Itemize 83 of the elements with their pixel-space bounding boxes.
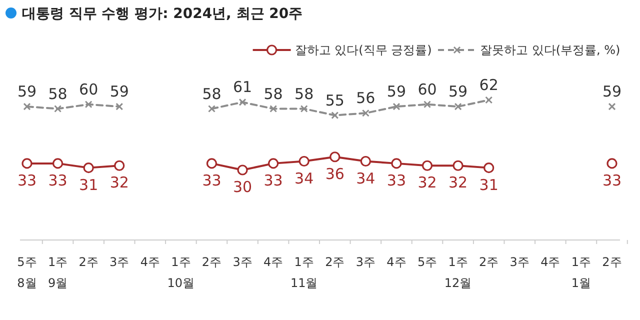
x-tick-label: 4주: [263, 255, 284, 269]
data-label: 62: [479, 76, 498, 94]
x-tick-label: 2주: [325, 255, 345, 269]
point: [391, 158, 402, 169]
point: [300, 105, 308, 112]
data-label: 59: [110, 82, 129, 101]
point: [208, 105, 216, 112]
x-tick-label: 4주: [540, 255, 560, 269]
point: [362, 109, 370, 117]
data-label: 33: [17, 171, 37, 190]
x-tick-label: 4주: [140, 255, 160, 269]
data-label: 30: [232, 178, 252, 196]
x-tick-label: 1주 10월: [167, 255, 195, 290]
point: [422, 160, 433, 171]
data-label: 34: [294, 169, 314, 188]
data-label: 59: [448, 82, 468, 101]
point: [268, 158, 279, 169]
chart-title: 대통령 직무 수행 평가: 2024년, 최근 20주: [22, 6, 303, 22]
x-tick-label: 5주 8월: [17, 255, 37, 290]
point: [392, 102, 400, 110]
point: [83, 162, 94, 174]
data-label: 33: [264, 171, 283, 190]
x-tick-label: 3주: [232, 255, 252, 269]
x-tick-label: 2주: [479, 255, 499, 269]
point: [608, 102, 616, 110]
data-label: 33: [602, 171, 622, 190]
x-tick-label: 1주 9월: [48, 255, 68, 290]
legend-label: 잘하고 있다(직무 긍정률): [294, 43, 432, 57]
x-tick-label: 4주: [386, 255, 406, 269]
data-label: 34: [356, 169, 376, 188]
point: [22, 158, 32, 169]
data-label: 56: [356, 89, 376, 108]
data-label: 58: [294, 84, 314, 103]
point: [454, 102, 462, 110]
data-label: 32: [448, 174, 468, 192]
data-label: 58: [202, 84, 222, 103]
x-tick-label: 3주: [356, 255, 376, 269]
x-tick-label: 1주 11월: [290, 255, 318, 290]
data-label: 31: [479, 176, 498, 194]
point: [424, 100, 432, 108]
point: [485, 96, 493, 104]
point: [54, 105, 62, 112]
data-label: 61: [232, 78, 252, 96]
point: [84, 100, 92, 108]
data-label: 55: [325, 91, 344, 110]
x-tick-label: 3주: [110, 255, 130, 269]
data-label: 60: [79, 80, 98, 98]
x-tick-label: 1주 12월: [444, 255, 472, 290]
data-label: 58: [264, 84, 283, 103]
point: [206, 158, 218, 169]
x-tick-label: 3주: [510, 255, 530, 269]
point: [606, 158, 618, 169]
data-label: 59: [17, 82, 37, 101]
point: [238, 98, 246, 106]
x-tick-label: 5주: [417, 255, 438, 269]
legend-label: 잘못하고 있다(부정률, %): [480, 43, 620, 57]
data-label: 33: [202, 171, 222, 190]
point: [270, 105, 278, 112]
data-label: 60: [418, 80, 437, 98]
x-tick-label: 2주: [202, 255, 222, 269]
data-label: 31: [79, 176, 98, 194]
data-label: 59: [386, 82, 406, 101]
point: [52, 158, 64, 169]
data-label: 33: [386, 171, 406, 190]
point: [23, 102, 31, 110]
point: [360, 156, 371, 167]
x-tick-label: 2주: [602, 255, 622, 269]
point: [452, 160, 464, 171]
point: [116, 102, 124, 110]
x-tick-label: 2주: [78, 255, 98, 269]
point: [331, 112, 339, 120]
point: [114, 160, 125, 171]
data-label: 59: [602, 82, 622, 101]
point: [330, 152, 340, 162]
x-tick-label: 1주 1월: [571, 255, 592, 290]
point: [237, 164, 248, 176]
point: [298, 156, 310, 167]
data-label: 58: [48, 84, 68, 103]
data-label: 36: [325, 164, 344, 183]
data-label: 32: [418, 174, 437, 192]
data-label: 33: [48, 171, 68, 190]
point: [484, 162, 494, 174]
data-label: 32: [110, 174, 129, 192]
